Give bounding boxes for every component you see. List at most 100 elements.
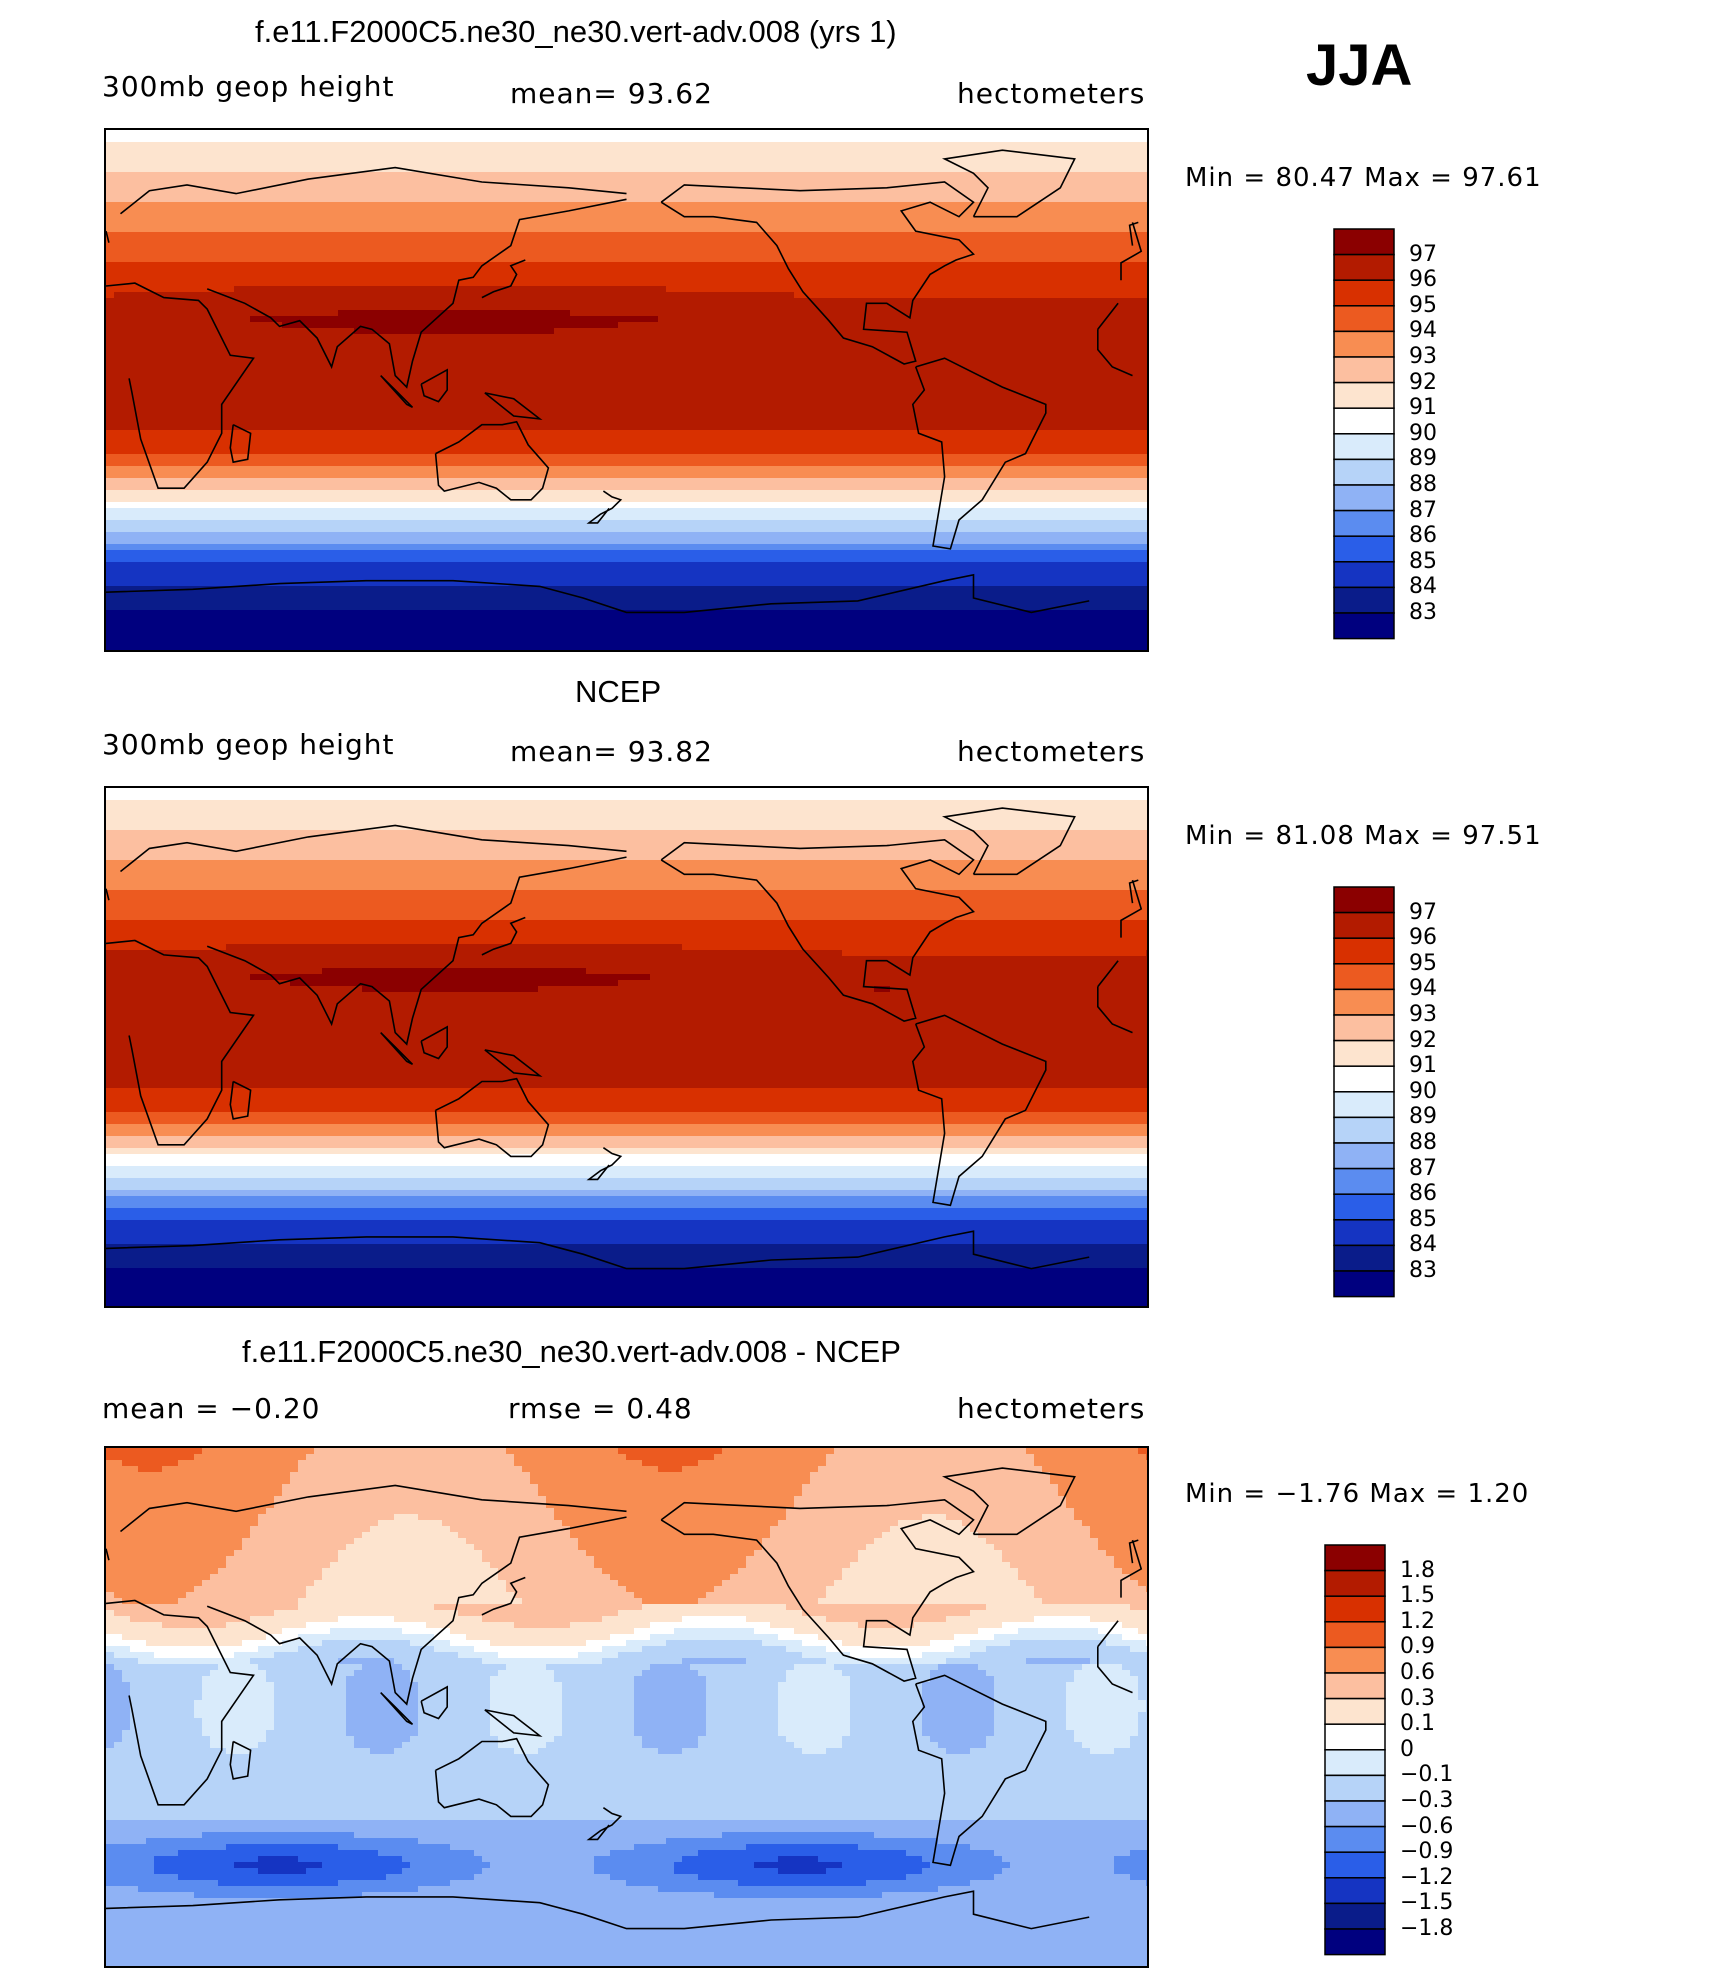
coastline xyxy=(380,1692,414,1726)
colorbar-swatch xyxy=(1333,561,1395,589)
panel-title-diff: f.e11.F2000C5.ne30_ne30.vert-adv.008 - N… xyxy=(242,1334,901,1370)
colorbar-label: 94 xyxy=(1409,976,1437,1001)
colorbar-label: −1.2 xyxy=(1400,1865,1453,1890)
coastline xyxy=(434,420,550,501)
coastline xyxy=(106,221,1139,246)
coastline xyxy=(481,259,526,299)
panel-left-label-obs: 300mb geop height xyxy=(102,728,394,761)
colorbar-swatch xyxy=(1333,305,1395,333)
coastline xyxy=(911,357,1047,550)
coastline xyxy=(660,181,975,365)
coastline xyxy=(229,1080,252,1120)
coastline xyxy=(941,1467,1076,1536)
colorbar-swatch xyxy=(1324,1569,1386,1597)
colorbar-swatch xyxy=(1324,1621,1386,1649)
coastline xyxy=(941,149,1076,218)
colorbar-label: −1.5 xyxy=(1400,1890,1453,1915)
colorbar-label: 90 xyxy=(1409,421,1437,446)
colorbar-label: 95 xyxy=(1409,951,1437,976)
colorbar-swatch xyxy=(1333,1167,1395,1195)
colorbar-swatch xyxy=(1333,381,1395,409)
colorbar-label: 92 xyxy=(1409,1028,1437,1053)
colorbar-label: 92 xyxy=(1409,370,1437,395)
coastline xyxy=(120,166,1143,281)
colorbar-label: 83 xyxy=(1409,1258,1437,1283)
coastline xyxy=(484,392,543,421)
colorbar-swatch xyxy=(1324,1800,1386,1828)
coastline xyxy=(106,573,1090,614)
colorbar-swatch xyxy=(1333,886,1395,914)
colorbar-label: 89 xyxy=(1409,446,1437,471)
colorbar-swatch xyxy=(1333,1014,1395,1042)
colorbar-swatch xyxy=(1333,586,1395,614)
colorbar-swatch xyxy=(1324,1749,1386,1777)
coastline xyxy=(420,1025,448,1060)
colorbar-swatch xyxy=(1333,937,1395,965)
minmax-model: Min = 80.47 Max = 97.61 xyxy=(1185,163,1542,193)
colorbar-swatch xyxy=(1333,484,1395,512)
panel-units-obs: hectometers xyxy=(957,735,1145,768)
coastline xyxy=(586,1147,623,1181)
coastline xyxy=(206,1516,627,1706)
colorbar-label: −0.9 xyxy=(1400,1839,1453,1864)
colorbar-label: 95 xyxy=(1409,293,1437,318)
colorbar-swatch xyxy=(1324,1902,1386,1930)
colorbar-swatch xyxy=(1333,1270,1395,1298)
coastline xyxy=(434,1737,550,1818)
colorbar-swatch xyxy=(1333,1116,1395,1144)
coastline xyxy=(106,1599,1133,1806)
colorbar-swatch xyxy=(1333,612,1395,640)
panel-left-label-model: 300mb geop height xyxy=(102,70,394,103)
panel-mean-model: mean= 93.62 xyxy=(510,77,713,110)
coastline xyxy=(120,824,1143,938)
panel-title-model: f.e11.F2000C5.ne30_ne30.vert-adv.008 (yr… xyxy=(255,14,897,50)
colorbar-label: 96 xyxy=(1409,925,1437,950)
coastline xyxy=(586,490,623,524)
coastline xyxy=(481,916,526,956)
colorbar-label: 93 xyxy=(1409,344,1437,369)
coastline xyxy=(660,1498,975,1682)
colorbar-swatch xyxy=(1333,535,1395,563)
colorbar-swatch xyxy=(1333,228,1395,256)
colorbar-label: 87 xyxy=(1409,498,1437,523)
map-model xyxy=(104,128,1149,652)
colorbar-swatch xyxy=(1333,356,1395,384)
colorbar-label: 85 xyxy=(1409,1207,1437,1232)
colorbar-swatch xyxy=(1333,1193,1395,1221)
colorbar-swatch xyxy=(1333,988,1395,1016)
colorbar-label: 85 xyxy=(1409,549,1437,574)
map-obs xyxy=(104,786,1149,1308)
panel-rmse-diff: rmse = 0.48 xyxy=(508,1392,693,1425)
colorbar-label: 88 xyxy=(1409,472,1437,497)
colorbar-swatch xyxy=(1324,1928,1386,1956)
colorbar-label: 1.8 xyxy=(1400,1558,1435,1583)
colorbar-label: 97 xyxy=(1409,242,1437,267)
colorbar-swatch xyxy=(1324,1723,1386,1751)
colorbar-swatch xyxy=(1333,407,1395,435)
colorbar-label: 88 xyxy=(1409,1130,1437,1155)
coastline xyxy=(206,856,627,1046)
colorbar-swatch xyxy=(1333,279,1395,307)
colorbar-label: 0.3 xyxy=(1400,1686,1435,1711)
colorbar-swatch xyxy=(1333,1142,1395,1170)
coastline xyxy=(434,1077,550,1158)
colorbar-label: 86 xyxy=(1409,523,1437,548)
colorbar-swatch xyxy=(1324,1544,1386,1572)
coastline xyxy=(120,1484,1143,1598)
colorbar-label: 84 xyxy=(1409,574,1437,599)
panel-units-diff: hectometers xyxy=(957,1392,1145,1425)
colorbar-label: −0.3 xyxy=(1400,1788,1453,1813)
coastline xyxy=(420,1685,448,1720)
colorbar-swatch xyxy=(1333,1219,1395,1247)
colorbar-swatch xyxy=(1324,1697,1386,1725)
panel-mean-diff: mean = −0.20 xyxy=(102,1392,320,1425)
colorbar-swatch xyxy=(1333,1065,1395,1093)
coastline xyxy=(229,423,252,464)
panel-mean-obs: mean= 93.82 xyxy=(510,735,713,768)
minmax-obs: Min = 81.08 Max = 97.51 xyxy=(1185,821,1542,851)
colorbar-swatch xyxy=(1324,1672,1386,1700)
colorbar-swatch xyxy=(1333,1244,1395,1272)
colorbar-label: 1.5 xyxy=(1400,1583,1435,1608)
colorbar-label: 97 xyxy=(1409,900,1437,925)
colorbar-swatch xyxy=(1333,330,1395,358)
